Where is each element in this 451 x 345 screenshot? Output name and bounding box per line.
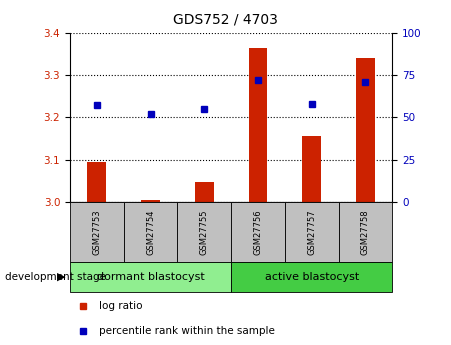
Text: log ratio: log ratio — [99, 300, 143, 310]
Text: GSM27758: GSM27758 — [361, 209, 370, 255]
Text: GSM27757: GSM27757 — [307, 209, 316, 255]
Text: GDS752 / 4703: GDS752 / 4703 — [173, 12, 278, 26]
Bar — [302, 136, 321, 202]
Bar — [285, 202, 339, 262]
Bar — [249, 48, 267, 202]
Text: active blastocyst: active blastocyst — [265, 272, 359, 282]
Text: GSM27753: GSM27753 — [92, 209, 101, 255]
Bar — [356, 58, 375, 202]
Bar — [231, 202, 285, 262]
Text: development stage: development stage — [5, 272, 106, 282]
Bar — [231, 262, 392, 292]
Text: GSM27756: GSM27756 — [253, 209, 262, 255]
Text: dormant blastocyst: dormant blastocyst — [97, 272, 204, 282]
Text: ▶: ▶ — [57, 272, 65, 282]
Text: GSM27755: GSM27755 — [200, 209, 209, 255]
Bar — [70, 262, 231, 292]
Bar — [339, 202, 392, 262]
Bar — [195, 181, 214, 202]
Bar — [70, 202, 124, 262]
Bar — [177, 202, 231, 262]
Bar — [87, 162, 106, 202]
Bar — [141, 200, 160, 202]
Text: percentile rank within the sample: percentile rank within the sample — [99, 326, 275, 336]
Bar — [124, 202, 177, 262]
Text: GSM27754: GSM27754 — [146, 209, 155, 255]
